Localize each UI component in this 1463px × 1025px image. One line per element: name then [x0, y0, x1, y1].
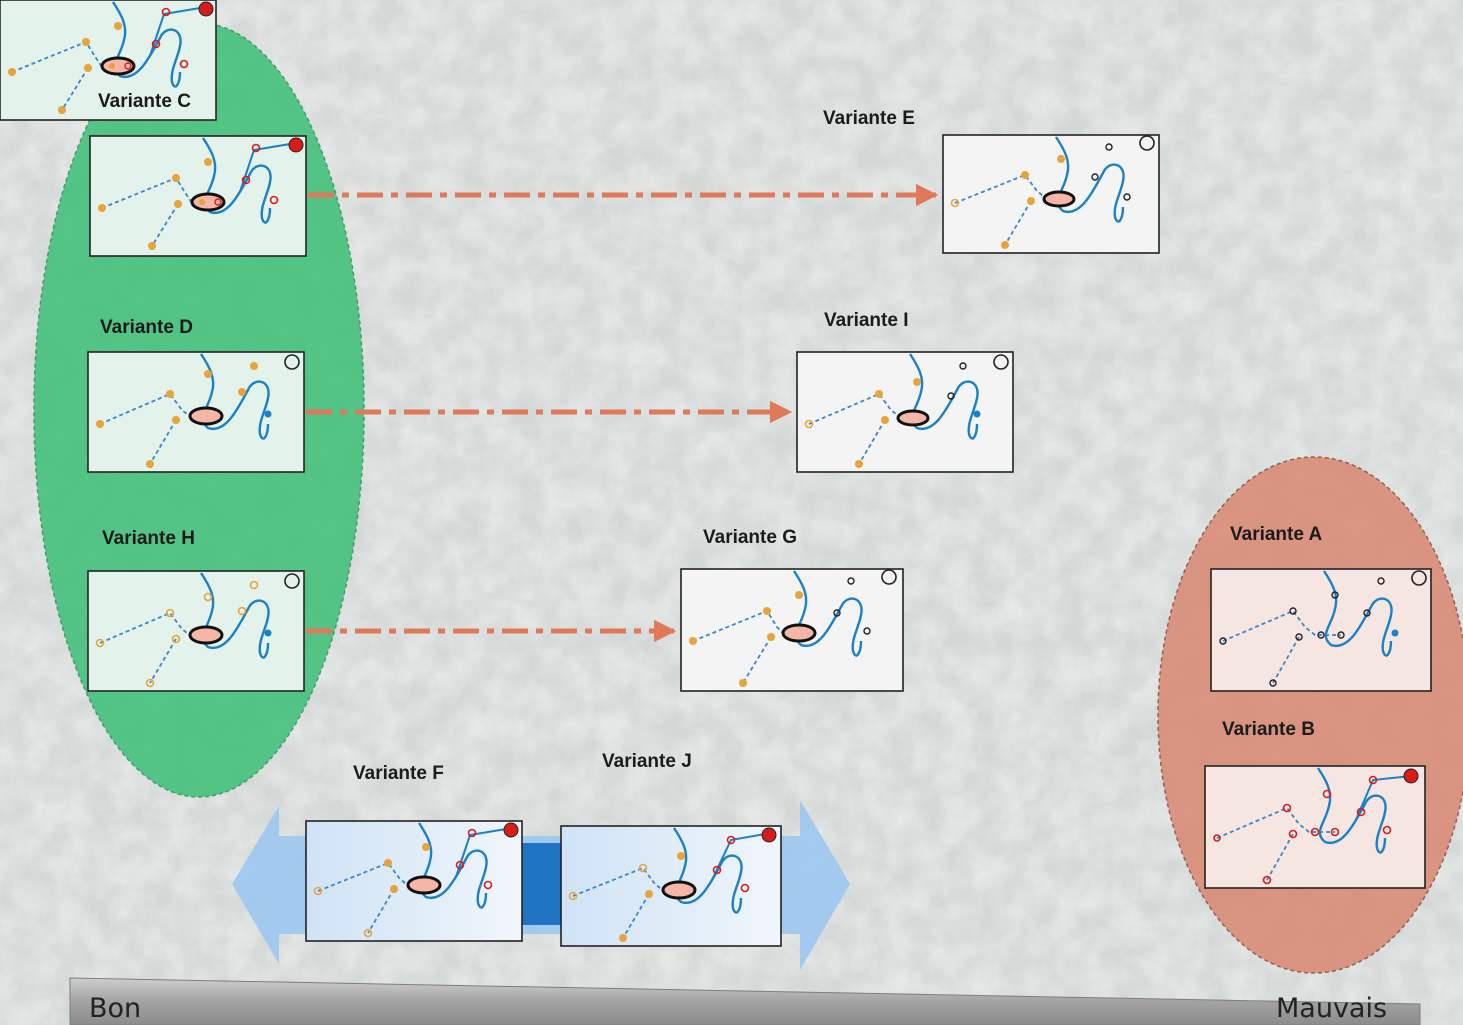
map-variante-j: [560, 825, 782, 947]
label-variante-b: Variante B: [1222, 719, 1315, 740]
label-variante-i: Variante I: [824, 310, 909, 331]
map-variante-e: [942, 134, 1160, 254]
map-variante-f: [305, 820, 523, 942]
label-variante-h: Variante H: [102, 528, 195, 549]
label-variante-a: Variante A: [1230, 524, 1323, 545]
label-variante-d: Variante D: [100, 317, 193, 338]
map-variante-g: [680, 568, 904, 692]
scale-label-bad: Mauvais: [1276, 993, 1388, 1024]
connector-bar: [522, 843, 562, 925]
label-variante-c: Variante C: [98, 91, 191, 112]
label-variante-g: Variante G: [703, 527, 797, 548]
map-variante-i: [796, 351, 1014, 473]
map-variante-a: [1210, 568, 1432, 692]
label-variante-j: Variante J: [602, 751, 692, 772]
map-variante-h: [87, 570, 305, 692]
scale-label-good: Bon: [89, 993, 142, 1024]
label-variante-e: Variante E: [823, 108, 915, 129]
label-variante-f: Variante F: [353, 763, 444, 784]
map-variante-c: [88, 134, 308, 258]
scale-bar: [69, 977, 1421, 1025]
map-variante-b: [1204, 765, 1426, 889]
map-variante-d: [86, 350, 306, 474]
